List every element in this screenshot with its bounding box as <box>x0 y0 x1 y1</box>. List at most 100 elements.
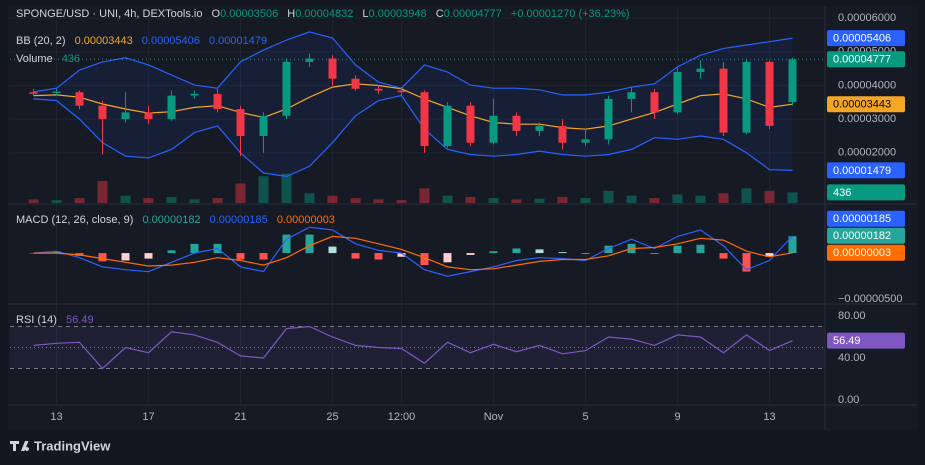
volume-bar <box>281 173 292 203</box>
volume-bar <box>511 199 522 203</box>
volume-bar <box>603 190 614 203</box>
candle-body <box>305 58 314 62</box>
histogram-bar <box>535 249 544 254</box>
histogram-bar <box>696 244 705 254</box>
candle-body <box>282 61 291 116</box>
price-tag <box>827 244 905 261</box>
price-tag <box>827 162 905 179</box>
x-tick-label: 13 <box>50 411 62 423</box>
histogram-bar <box>765 253 774 257</box>
histogram-bar <box>121 253 130 261</box>
candle-body <box>788 59 797 103</box>
ohlc-key: H <box>287 8 295 20</box>
indicator-title: BB (20, 2) <box>16 35 66 47</box>
symbol-title: SPONGE/USD · UNI, 4h, DEXTools.io <box>16 8 202 20</box>
volume-bar <box>304 193 315 203</box>
candle-body <box>512 115 521 131</box>
price-tag-label: 0.00000182 <box>833 230 891 242</box>
candle-body <box>466 105 475 143</box>
candle-body <box>650 92 659 113</box>
candle-body <box>52 91 61 93</box>
histogram-bar <box>420 253 429 266</box>
histogram-bar <box>443 253 452 263</box>
ohlc-value: 0.00004832 <box>295 8 353 20</box>
candle-body <box>627 92 636 99</box>
rsi-legend: RSI (14) 56.49 <box>16 314 94 326</box>
y-tick-label: 0.00003000 <box>838 113 896 125</box>
volume-bar <box>97 181 108 203</box>
candle-body <box>213 93 222 110</box>
legend-layer: SPONGE/USD · UNI, 4h, DEXTools.io O0.000… <box>16 8 630 326</box>
price-tag-label: 0.00005406 <box>833 33 891 45</box>
legend-value: 0.00005406 <box>142 35 200 47</box>
legend-value: 0.00000185 <box>210 214 268 226</box>
y-tick-label: 0.00004000 <box>838 79 896 91</box>
x-tick-label: 12:00 <box>388 411 416 423</box>
volume-bar <box>396 200 407 203</box>
volume-bar <box>212 198 223 203</box>
volume-bar <box>488 198 499 203</box>
volume-legend: Volume 436 <box>16 53 80 65</box>
histogram-bar <box>374 253 383 260</box>
x-tick-label: 5 <box>582 411 588 423</box>
ohlc-value: 0.00003506 <box>220 8 278 20</box>
histogram-bar <box>328 246 337 254</box>
candle-body <box>98 105 107 120</box>
histogram-bar <box>98 253 107 262</box>
y-tick-label: 0.00002000 <box>838 147 896 159</box>
histogram-bar <box>397 253 406 257</box>
rsi-line <box>33 325 793 370</box>
histogram-bar <box>489 251 498 254</box>
candle-body <box>121 112 130 120</box>
histogram-bar <box>305 234 314 254</box>
histogram-bar <box>673 245 682 254</box>
macd-line <box>33 226 793 277</box>
candle-body <box>259 115 268 136</box>
histogram-bar <box>581 253 590 254</box>
candle-body <box>351 78 360 89</box>
tag-layer: 0.00005406 0.00004777 0.00003443 0.00001479… <box>827 30 905 349</box>
candle-body <box>696 68 705 72</box>
histogram-bar <box>604 245 613 254</box>
indicator-line <box>33 94 793 178</box>
histogram-bar <box>282 234 291 254</box>
legend-value: 0.00000003 <box>277 214 335 226</box>
x-tick-label: 13 <box>763 411 775 423</box>
footer-logo: TradingView <box>10 438 111 453</box>
volume-bar <box>626 195 637 203</box>
price-tag-label: 0.00004777 <box>833 54 891 66</box>
y-tick-label: 0.00 <box>838 394 859 406</box>
candle-body <box>581 139 590 143</box>
candle-body <box>673 71 682 113</box>
candle-body <box>765 61 774 126</box>
candle-body <box>420 92 429 147</box>
x-tick-label: 21 <box>234 411 246 423</box>
volume-bar <box>649 198 660 203</box>
ohlc-key: O <box>212 8 221 20</box>
candle-body <box>489 115 498 143</box>
volume-bar <box>189 199 200 203</box>
legend-value: 436 <box>62 53 80 65</box>
macd-legend: MACD (12, 26, close, 9) 0.00000182 0.000… <box>16 214 335 226</box>
volume-bar <box>718 193 729 203</box>
candle-body <box>328 58 337 79</box>
volume-bar <box>695 195 706 203</box>
x-tick-label: 25 <box>326 411 338 423</box>
candle-body <box>190 93 199 96</box>
price-tag-label: 436 <box>833 187 851 199</box>
ohlc-value: 0.00003948 <box>369 8 427 20</box>
plot-layer <box>10 31 825 370</box>
candle-body <box>535 125 544 131</box>
volume-bar <box>143 198 154 203</box>
volume-bar <box>442 195 453 203</box>
histogram-bar <box>144 253 153 259</box>
histogram-bar <box>742 253 751 272</box>
x-tick-label: Nov <box>484 411 504 423</box>
y-tick-label: 80.00 <box>838 310 866 322</box>
price-tag <box>827 227 905 244</box>
price-tag <box>827 210 905 227</box>
logo-mark <box>10 441 30 451</box>
volume-bar <box>419 188 430 203</box>
histogram-bar <box>650 253 659 254</box>
